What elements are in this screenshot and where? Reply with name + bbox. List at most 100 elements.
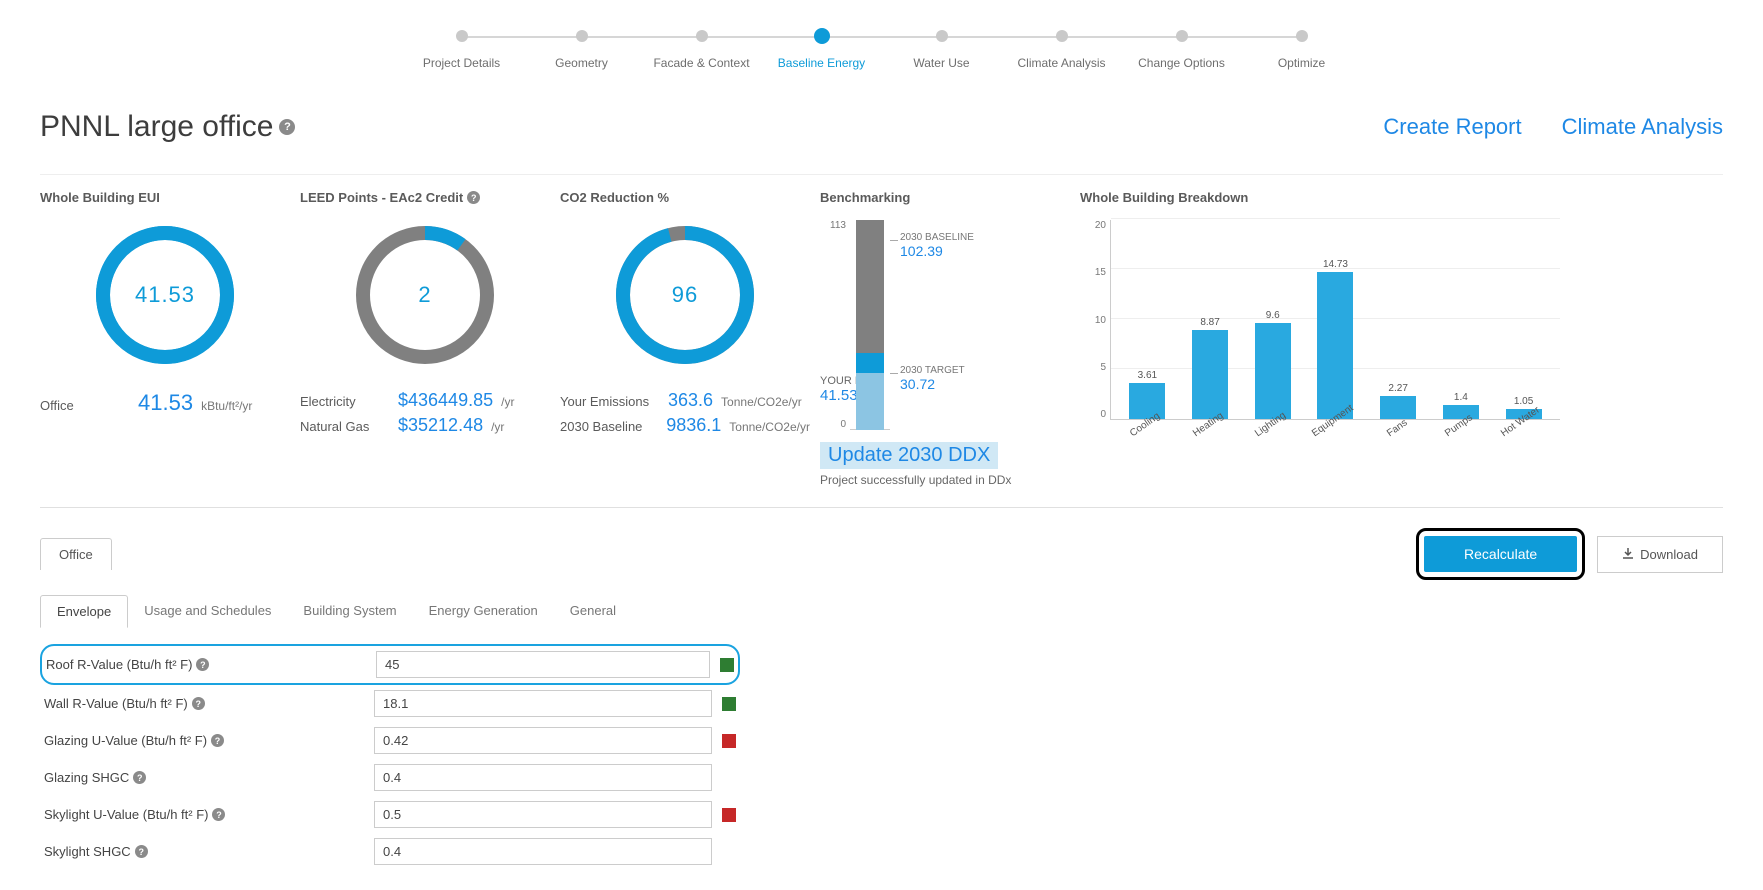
ytick: 5 bbox=[1100, 362, 1106, 373]
form-input[interactable] bbox=[376, 651, 710, 678]
bar-value: 1.4 bbox=[1454, 392, 1468, 403]
help-icon[interactable]: ? bbox=[212, 808, 225, 821]
bar-fans: 2.27 Fans bbox=[1376, 383, 1421, 419]
donut-eui: 41.53 bbox=[90, 220, 240, 370]
help-icon[interactable]: ? bbox=[133, 771, 146, 784]
climate-analysis-link[interactable]: Climate Analysis bbox=[1562, 114, 1723, 140]
bar-rect bbox=[1317, 272, 1353, 419]
subtab-general[interactable]: General bbox=[554, 595, 632, 628]
metric-co2: CO2 Reduction % 96 Your Emissions 363.6 … bbox=[560, 190, 810, 487]
ytick: 15 bbox=[1095, 267, 1106, 278]
step-label: Baseline Energy bbox=[778, 56, 865, 70]
bar-equipment: 14.73 Equipment bbox=[1313, 259, 1358, 419]
bench-status: Project successfully updated in DDx bbox=[820, 473, 1070, 487]
bench-segment bbox=[856, 353, 884, 373]
metric-row-value: $436449.85 bbox=[398, 390, 493, 411]
step-dot bbox=[1296, 30, 1308, 42]
bar-hot-water: 1.05 Hot Water bbox=[1501, 396, 1546, 420]
metric-row-unit: /yr bbox=[491, 420, 504, 434]
bar-rect bbox=[1192, 330, 1228, 419]
bench-bar bbox=[850, 220, 890, 430]
bench-segment bbox=[856, 220, 884, 240]
form-input[interactable] bbox=[374, 727, 712, 754]
metric-row-value: $35212.48 bbox=[398, 415, 483, 436]
bar-value: 3.61 bbox=[1138, 370, 1157, 381]
recalculate-button[interactable]: Recalculate bbox=[1424, 536, 1577, 572]
status-indicator bbox=[722, 808, 736, 822]
form-label-text: Roof R-Value (Btu/h ft² F) bbox=[46, 657, 192, 672]
donut-co2: 96 bbox=[610, 220, 760, 370]
subtab-building-system[interactable]: Building System bbox=[287, 595, 412, 628]
bar-rect bbox=[1255, 323, 1291, 419]
metric-row-label: 2030 Baseline bbox=[560, 419, 658, 434]
metric-leed: LEED Points - EAc2 Credit ? 2 Electricit… bbox=[300, 190, 550, 487]
status-indicator bbox=[722, 734, 736, 748]
form-row: Glazing U-Value (Btu/h ft² F) ? bbox=[40, 722, 740, 759]
ytick: 0 bbox=[1100, 409, 1106, 420]
help-icon[interactable]: ? bbox=[135, 845, 148, 858]
step-dot bbox=[814, 28, 830, 44]
help-icon[interactable]: ? bbox=[192, 697, 205, 710]
create-report-link[interactable]: Create Report bbox=[1383, 114, 1521, 140]
ytick: 10 bbox=[1095, 315, 1106, 326]
step-label: Geometry bbox=[555, 56, 608, 70]
donut-value: 96 bbox=[610, 220, 760, 370]
form-input[interactable] bbox=[374, 801, 712, 828]
bar-value: 2.27 bbox=[1388, 383, 1407, 394]
step-dot bbox=[1176, 30, 1188, 42]
step-dot bbox=[1056, 30, 1068, 42]
bench-segment bbox=[856, 373, 884, 430]
form-row: Roof R-Value (Btu/h ft² F) ? bbox=[40, 644, 740, 685]
bar-lighting: 9.6 Lighting bbox=[1250, 310, 1295, 419]
download-label: Download bbox=[1640, 547, 1698, 562]
bench-ymin: 0 bbox=[840, 419, 846, 430]
step-label: Climate Analysis bbox=[1017, 56, 1105, 70]
form-input[interactable] bbox=[374, 764, 712, 791]
help-icon[interactable]: ? bbox=[279, 119, 295, 135]
metric-row-unit: Tonne/CO2e/yr bbox=[729, 420, 810, 434]
tab-office[interactable]: Office bbox=[40, 538, 112, 570]
status-indicator bbox=[722, 771, 736, 785]
donut-leed: 2 bbox=[350, 220, 500, 370]
bar-cooling: 3.61 Cooling bbox=[1125, 370, 1170, 419]
step-dot bbox=[576, 30, 588, 42]
form-row: Skylight U-Value (Btu/h ft² F) ? bbox=[40, 796, 740, 833]
bench-segment bbox=[856, 240, 884, 353]
bench-label-name: 2030 BASELINE bbox=[900, 232, 974, 243]
subtab-envelope[interactable]: Envelope bbox=[40, 595, 128, 628]
bench-label-name: 2030 TARGET bbox=[900, 365, 965, 376]
form-label-text: Glazing U-Value (Btu/h ft² F) bbox=[44, 733, 207, 748]
eui-row-value: 41.53 bbox=[138, 390, 193, 416]
metric-row-label: Natural Gas bbox=[300, 419, 390, 434]
step-label: Project Details bbox=[423, 56, 500, 70]
bar-xlabel: Fans bbox=[1385, 417, 1410, 439]
metric-leed-title: LEED Points - EAc2 Credit bbox=[300, 190, 463, 205]
help-icon[interactable]: ? bbox=[211, 734, 224, 747]
form-label-text: Skylight U-Value (Btu/h ft² F) bbox=[44, 807, 208, 822]
metric-row-unit: Tonne/CO2e/yr bbox=[721, 395, 802, 409]
subtab-usage-and-schedules[interactable]: Usage and Schedules bbox=[128, 595, 287, 628]
bar-value: 9.6 bbox=[1266, 310, 1280, 321]
step-label: Facade & Context bbox=[653, 56, 749, 70]
form-input[interactable] bbox=[374, 838, 712, 865]
bar-value: 1.05 bbox=[1514, 396, 1533, 407]
stepper: Project Details Geometry Facade & Contex… bbox=[40, 30, 1723, 70]
download-button[interactable]: Download bbox=[1597, 536, 1723, 573]
bench-label-value: 30.72 bbox=[900, 376, 965, 392]
download-icon bbox=[1622, 548, 1634, 560]
page-title: PNNL large office ? bbox=[40, 110, 295, 144]
bar-rect bbox=[1129, 383, 1165, 419]
subtab-energy-generation[interactable]: Energy Generation bbox=[413, 595, 554, 628]
bar-value: 8.87 bbox=[1200, 317, 1219, 328]
step-project-details[interactable]: Project Details bbox=[402, 30, 522, 70]
update-ddx-link[interactable]: Update 2030 DDX bbox=[820, 442, 998, 469]
status-indicator bbox=[720, 658, 734, 672]
donut-value: 41.53 bbox=[90, 220, 240, 370]
status-indicator bbox=[722, 697, 736, 711]
recalculate-highlight: Recalculate bbox=[1416, 528, 1585, 580]
metric-breakdown: Whole Building Breakdown 20151050 3.61 C… bbox=[1080, 190, 1560, 487]
help-icon[interactable]: ? bbox=[196, 658, 209, 671]
form-input[interactable] bbox=[374, 690, 712, 717]
help-icon[interactable]: ? bbox=[467, 191, 480, 204]
step-dot bbox=[936, 30, 948, 42]
